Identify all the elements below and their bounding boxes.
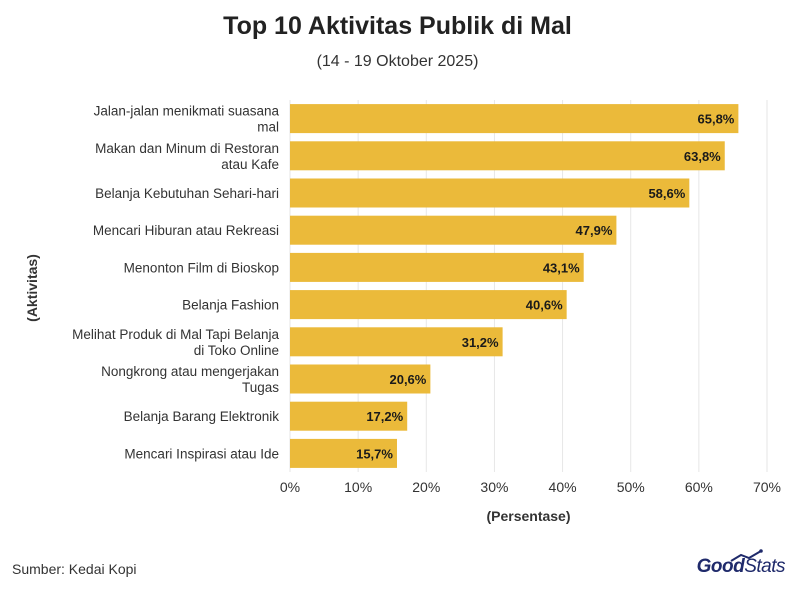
bar <box>290 290 567 320</box>
bar <box>290 438 397 468</box>
bar <box>290 327 503 357</box>
bar-value-label: 65,8% <box>698 112 735 127</box>
bar-value-label: 15,7% <box>356 446 393 461</box>
bar-value-label: 58,6% <box>648 186 685 201</box>
x-tick-label: 30% <box>480 479 508 495</box>
bar-value-label: 40,6% <box>526 298 563 313</box>
category-label: Jalan-jalan menikmati suasana mal <box>94 104 280 135</box>
logo-good-text: Good <box>696 556 745 577</box>
bar <box>290 141 725 171</box>
category-label: Belanja Barang Elektronik <box>124 409 280 424</box>
chart-subtitle: (14 - 19 Oktober 2025) <box>316 53 479 70</box>
x-tick-label: 50% <box>617 479 645 495</box>
x-tick-label: 10% <box>344 479 372 495</box>
y-axis-title: (Aktivitas) <box>24 254 40 322</box>
category-label: Nongkrong atau mengerjakan Tugas <box>101 364 279 395</box>
bar-value-label: 43,1% <box>543 260 580 275</box>
bar <box>290 178 690 208</box>
category-label: Melihat Produk di Mal Tapi Belanja di Tok… <box>72 327 279 358</box>
goodstats-logo: GoodStats <box>696 556 786 578</box>
bar-value-label: 17,2% <box>366 409 403 424</box>
category-label: Belanja Kebutuhan Sehari-hari <box>95 186 279 201</box>
bar-value-label: 63,8% <box>684 149 721 164</box>
bar <box>290 401 408 431</box>
bar <box>290 364 431 394</box>
bar <box>290 215 617 245</box>
category-label: Mencari Inspirasi atau Ide <box>124 446 279 461</box>
x-tick-label: 70% <box>753 479 781 495</box>
bar <box>290 104 739 134</box>
category-label: Belanja Fashion <box>182 298 279 313</box>
category-label: Makan dan Minum di Restoran atau Kafe <box>95 141 279 172</box>
bar-value-label: 47,9% <box>576 223 613 238</box>
logo-stats-text: Stats <box>744 556 785 577</box>
category-label: Menonton Film di Bioskop <box>124 260 279 275</box>
x-tick-label: 0% <box>280 479 300 495</box>
bar-value-label: 20,6% <box>389 372 426 387</box>
x-tick-label: 60% <box>685 479 713 495</box>
bar <box>290 252 584 282</box>
x-axis-title: (Persentase) <box>486 508 570 524</box>
chart-title: Top 10 Aktivitas Publik di Mal <box>223 12 572 40</box>
source-note: Sumber: Kedai Kopi <box>12 561 137 577</box>
category-label: Mencari Hiburan atau Rekreasi <box>93 223 279 238</box>
x-tick-label: 40% <box>549 479 577 495</box>
goodstats-logo-mark-icon <box>730 549 763 562</box>
x-tick-label: 20% <box>412 479 440 495</box>
bar-value-label: 31,2% <box>462 335 499 350</box>
